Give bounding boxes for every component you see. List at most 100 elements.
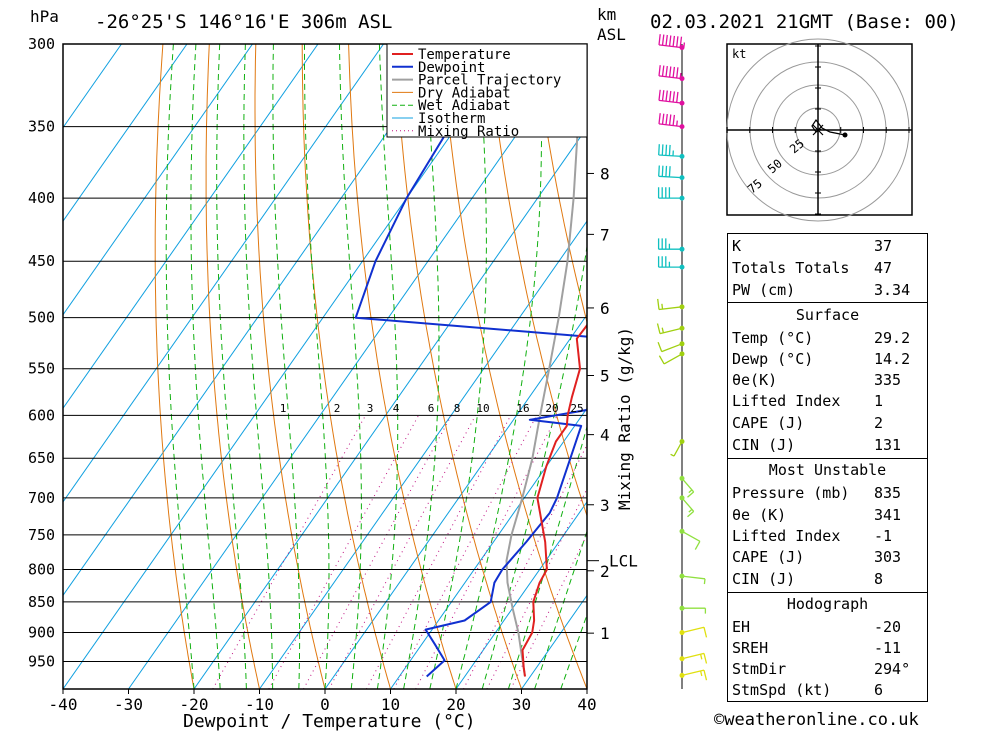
mu-value: 835 [874,484,902,502]
wind-barb [658,113,683,128]
mu-value: 303 [874,548,902,566]
surface-value: 14.2 [874,350,911,368]
pressure-tick-label: 750 [28,526,55,544]
index-row-pw: PW (cm) 3.34 [728,280,927,301]
wind-barb [681,626,708,638]
pressure-tick-label: 900 [28,624,55,642]
x-tick-label: 0 [320,695,330,714]
isotherm-line [390,407,587,689]
plot-profiles [354,44,587,678]
isotherm-line [455,500,587,689]
isotherm-line [128,44,581,689]
wind-barb-dot [679,475,685,481]
isotherm-line [63,44,253,316]
mu-row: Lifted Index -1 [728,526,927,547]
x-tick-label: 20 [446,695,465,714]
wind-barb-dot [679,630,685,636]
pressure-unit-label: hPa [30,7,59,26]
storm-motion-marker [812,124,824,136]
x-tick-label: 40 [577,695,596,714]
location-title: -26°25'S 146°16'E 306m ASL [95,11,392,33]
legend-entry: Temperature [418,47,511,63]
mixing-ratio-label: 25 [570,402,583,415]
wind-barb-dot [679,175,685,181]
wind-barb [657,238,682,250]
lcl-label: LCL [609,552,638,571]
hodograph-stats-title: Hodograph [786,595,869,613]
asl-label: ASL [597,25,626,44]
wind-barb-dot [679,124,685,130]
wet-adiabat-line [190,44,221,689]
mixing-ratio-label: 3 [367,402,374,415]
wind-barb-dot [679,100,685,106]
dry-adiabat-line [952,44,1000,689]
legend-entry: Dewpoint [418,60,485,76]
pressure-tick-label: 450 [28,252,55,270]
surface-label: CIN (J) [732,436,796,454]
hodo-label: SREH [732,639,769,657]
wind-barb-dot [679,438,685,444]
isotherm-line [63,44,450,597]
wind-barb-column [656,34,708,689]
mixing-ratio-label: 8 [454,402,461,415]
site-link[interactable]: weatheronline.co.uk [724,710,919,730]
km-tick-label: 1 [600,624,610,643]
km-tick-label: 8 [600,164,610,183]
wind-barb-dot [679,573,685,579]
legend-entry: Wet Adiabat [418,98,511,114]
wind-barb-dot [679,528,685,534]
temperature-line [521,323,587,677]
wind-barb [670,441,683,457]
wind-barb [658,144,683,158]
wet-adiabat-line [304,44,330,689]
isotherm-line [63,44,384,503]
isotherm-line [63,44,319,410]
mu-value: 8 [874,570,884,588]
dry-adiabat-line [533,44,587,325]
mixing-ratio-label: 10 [476,402,489,415]
x-axis-title: Dewpoint / Temperature (°C) [183,711,476,732]
surface-value: 131 [874,436,902,454]
wind-barb [681,652,708,664]
mixing-ratio-axis-title: Mixing Ratio (g/kg) [615,327,634,510]
wind-barb-dot [679,351,685,357]
hodo-label: EH [732,618,751,636]
pressure-tick-label: 550 [28,360,55,378]
isotherm-line [63,44,188,223]
index-row-totals: Totals Totals 47 [728,258,927,279]
index-label: K [732,237,742,255]
wet-adiabat-line [560,613,587,689]
km-tick-label: 7 [600,225,610,244]
wind-barb [658,165,683,179]
pressure-tick-label: 500 [28,309,55,327]
datetime-title: 02.03.2021 21GMT (Base: 00) [650,11,959,33]
hodo-value: 6 [874,681,884,699]
wind-barb-dot [679,495,685,501]
plot-axes: 1 2 3 4 6 8 10 16 20 2530035040045050055060065070… [28,35,638,714]
pressure-tick-label: 350 [28,118,55,136]
index-value: 3.34 [874,281,911,299]
pressure-tick-label: 400 [28,189,55,207]
wet-adiabat-line [534,529,587,689]
pressure-tick-label: 950 [28,653,55,671]
km-label: km [597,5,616,24]
surface-row: Temp (°C) 29.2 [728,328,927,349]
wind-barb [681,497,695,518]
mu-value: 341 [874,506,902,524]
wet-adiabat-line [216,44,247,689]
km-tick-label: 5 [600,366,610,385]
hodo-row: SREH -11 [728,638,927,659]
wind-barb-dot [679,325,685,331]
x-tick-label: 30 [512,695,531,714]
pressure-tick-label: 650 [28,449,55,467]
surface-value: 335 [874,371,902,389]
mu-row: Pressure (mb) 835 [728,483,927,504]
surface-label: CAPE (J) [732,414,805,432]
x-tick-label: -30 [114,695,143,714]
mu-label: Pressure (mb) [732,484,850,502]
mu-value: -1 [874,527,893,545]
km-tick-label: 4 [600,426,610,445]
wet-adiabat-line [272,44,301,689]
